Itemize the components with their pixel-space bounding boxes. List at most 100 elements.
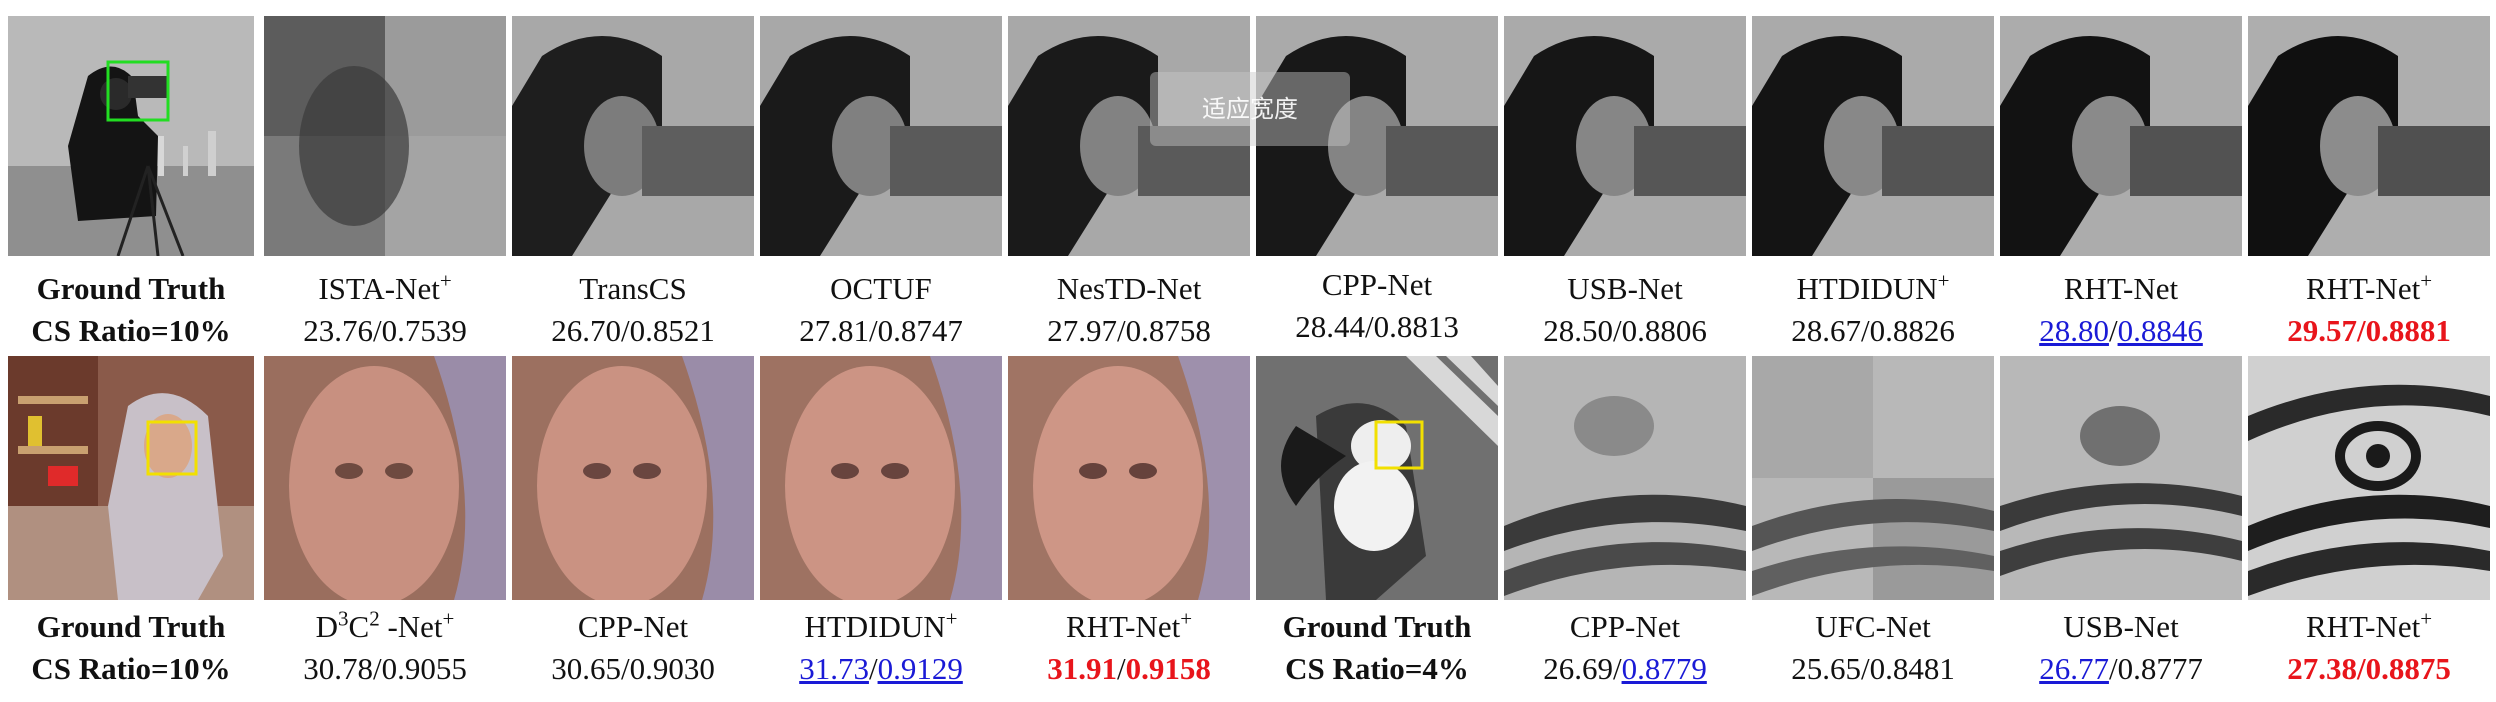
gt-title: Ground Truth: [36, 271, 226, 306]
superscript: 2: [369, 606, 380, 631]
ssim-value: 0.8481: [1869, 651, 1955, 686]
crop-image: [264, 16, 506, 256]
psnr-value: 25.65: [1791, 651, 1861, 686]
ssim-value: 0.8758: [1125, 313, 1211, 348]
gt-parrot-image: [1256, 356, 1498, 600]
psnr-value: 26.77: [2039, 651, 2109, 686]
psnr-value: 29.57: [2287, 313, 2357, 348]
method-name: TransCS: [579, 271, 687, 306]
crop-image: [2248, 356, 2490, 600]
psnr-value: 27.38: [2287, 651, 2357, 686]
psnr-value: 26.69: [1543, 651, 1613, 686]
cs-ratio: CS Ratio=4%: [1285, 651, 1469, 686]
method-name: ISTA-Net: [318, 271, 440, 306]
psnr-value: 28.67: [1791, 313, 1861, 348]
method-caption: HTDIDUN+ 31.73/0.9129: [799, 606, 963, 686]
ssim-value: 0.8806: [1621, 313, 1707, 348]
crop-image: [2248, 16, 2490, 256]
method-caption: D3C2 -Net+ 30.78/0.9055: [303, 606, 467, 686]
ssim-value: 0.8777: [2117, 651, 2203, 686]
method-name: C: [348, 609, 370, 644]
gt-caption: Ground Truth CS Ratio=10%: [8, 268, 254, 352]
ssim-value: 0.8881: [2365, 313, 2451, 348]
method-caption: USB-Net 26.77/0.8777: [2000, 606, 2242, 690]
crop-image: [1008, 356, 1250, 600]
method-name: RHT-Net: [2305, 609, 2421, 644]
gt-caption: Ground Truth CS Ratio=10%: [8, 606, 254, 690]
gt-cameraman-image: [8, 16, 254, 256]
crop-image: [1504, 16, 1746, 256]
crop-image: [1504, 356, 1746, 600]
ssim-value: 0.8779: [1621, 651, 1707, 686]
gt-title: Ground Truth: [1282, 609, 1472, 644]
method-name: CPP-Net: [1569, 609, 1681, 644]
method-caption: RHT-Net+ 29.57/0.8881: [2287, 268, 2451, 348]
plus-mark: +: [945, 606, 958, 631]
crop-image: [760, 356, 1002, 600]
method-name: USB-Net: [1567, 271, 1683, 306]
method-name: USB-Net: [2063, 609, 2179, 644]
method-caption: OCTUF 27.81/0.8747: [760, 268, 1002, 352]
psnr-value: 26.70: [551, 313, 621, 348]
psnr-value: 23.76: [303, 313, 373, 348]
method-caption: RHT-Net+ 27.38/0.8875: [2287, 606, 2451, 686]
method-name: D: [315, 609, 338, 644]
psnr-value: 27.97: [1047, 313, 1117, 348]
gt-title: Ground Truth: [36, 609, 226, 644]
method-name: RHT-Net: [1065, 609, 1181, 644]
method-caption: CPP-Net 28.44/0.8813: [1256, 264, 1498, 348]
method-caption: CPP-Net 26.69/0.8779: [1504, 606, 1746, 690]
ssim-value: 0.9055: [381, 651, 467, 686]
method-name: RHT-Net: [2305, 271, 2421, 306]
fit-width-hint: 适应宽度: [1150, 72, 1350, 146]
method-caption: CPP-Net 30.65/0.9030: [512, 606, 754, 690]
method-caption: UFC-Net 25.65/0.8481: [1752, 606, 1994, 690]
ssim-value: 0.8846: [2117, 313, 2203, 348]
ssim-value: 0.8875: [2365, 651, 2451, 686]
plus-mark: +: [439, 268, 452, 293]
method-caption: HTDIDUN+ 28.67/0.8826: [1791, 268, 1955, 348]
crop-image: [2000, 16, 2242, 256]
method-name: HTDIDUN: [1796, 271, 1938, 306]
method-name: CPP-Net: [577, 609, 689, 644]
method-name: CPP-Net: [1321, 267, 1433, 302]
crop-image: [1256, 16, 1498, 256]
ssim-value: 0.8521: [629, 313, 715, 348]
psnr-value: 28.50: [1543, 313, 1613, 348]
ssim-value: 0.9158: [1125, 651, 1211, 686]
crop-image: [512, 16, 754, 256]
psnr-value: 27.81: [799, 313, 869, 348]
method-name: NesTD-Net: [1056, 271, 1202, 306]
crop-image: [512, 356, 754, 600]
ssim-value: 0.8747: [877, 313, 963, 348]
ssim-value: 0.9030: [629, 651, 715, 686]
crop-image: [1752, 356, 1994, 600]
method-caption: NesTD-Net 27.97/0.8758: [1008, 268, 1250, 352]
ssim-value: 0.9129: [877, 651, 963, 686]
psnr-value: 30.78: [303, 651, 373, 686]
plus-mark: +: [1937, 268, 1950, 293]
cs-ratio: CS Ratio=10%: [31, 651, 231, 686]
psnr-value: 31.73: [799, 651, 869, 686]
psnr-value: 30.65: [551, 651, 621, 686]
method-name: -Net: [379, 609, 443, 644]
crop-image: [264, 356, 506, 600]
plus-mark: +: [2420, 268, 2433, 293]
plus-mark: +: [2420, 606, 2433, 631]
method-name: RHT-Net: [2063, 271, 2179, 306]
psnr-value: 28.80: [2039, 313, 2109, 348]
method-name: OCTUF: [830, 271, 932, 306]
psnr-value: 28.44: [1295, 309, 1365, 344]
psnr-value: 31.91: [1047, 651, 1117, 686]
method-caption: TransCS 26.70/0.8521: [512, 268, 754, 352]
method-caption: ISTA-Net+ 23.76/0.7539: [303, 268, 467, 348]
gt-barbara-image: [8, 356, 254, 600]
ssim-value: 0.8826: [1869, 313, 1955, 348]
gt-caption: Ground Truth CS Ratio=4%: [1256, 606, 1498, 690]
crop-image: [1008, 16, 1250, 256]
crop-image: [760, 16, 1002, 256]
method-caption: USB-Net 28.50/0.8806: [1504, 268, 1746, 352]
ssim-value: 0.7539: [381, 313, 467, 348]
superscript: 3: [338, 606, 349, 631]
crop-image: [2000, 356, 2242, 600]
